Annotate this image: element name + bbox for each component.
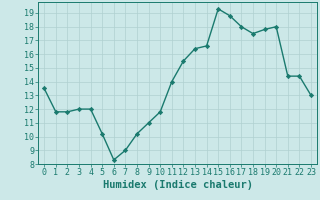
X-axis label: Humidex (Indice chaleur): Humidex (Indice chaleur) <box>103 180 252 190</box>
